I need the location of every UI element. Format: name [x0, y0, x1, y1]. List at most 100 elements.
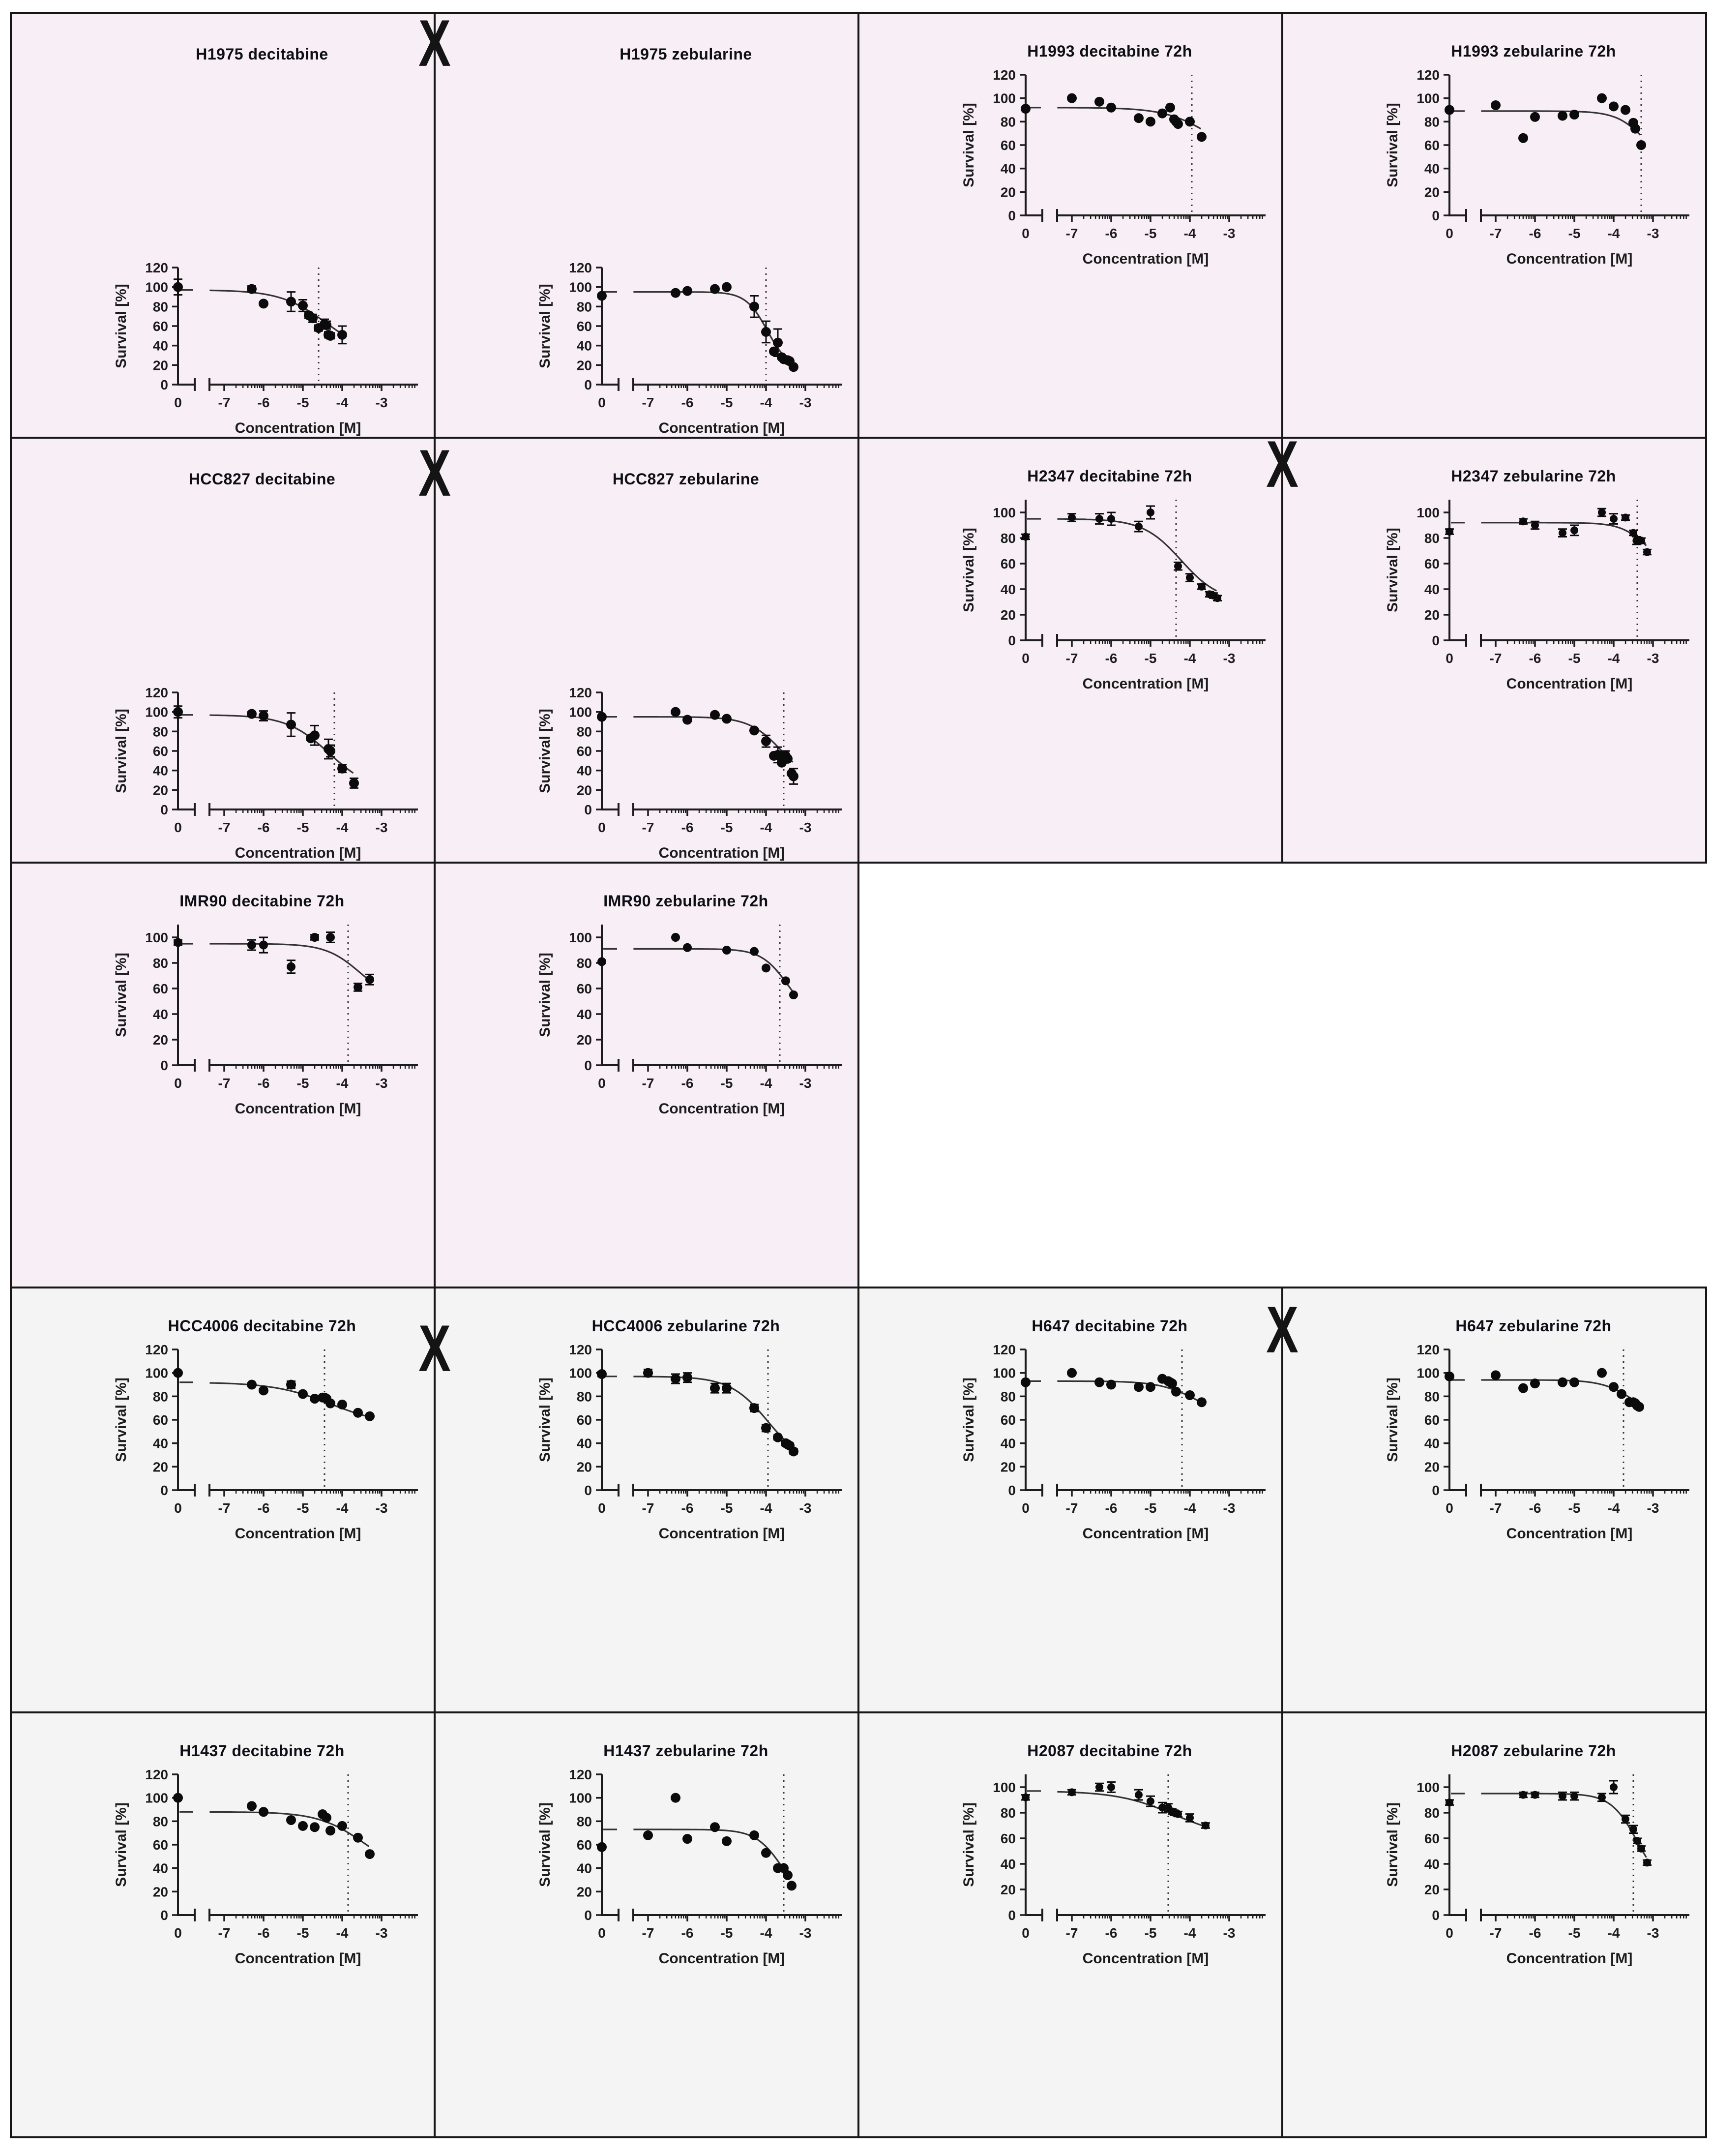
data-point — [259, 940, 268, 950]
data-point — [671, 1374, 680, 1384]
y-tick-label: 40 — [577, 1436, 592, 1451]
y-tick-label: 40 — [153, 1436, 168, 1451]
x-tick-label: -3 — [1647, 651, 1659, 666]
x-axis-label: Concentration [M] — [1506, 1526, 1633, 1542]
dose-response-chart: 0 20 40 60 80 100 120 0 -7 -6 -5 -4 -3 Concentration … — [113, 1342, 418, 1542]
x-axis-label: Concentration [M] — [1506, 251, 1633, 267]
x-tick-label: -6 — [1105, 226, 1118, 241]
data-point — [247, 1801, 257, 1811]
x-tick-label-control: 0 — [1022, 226, 1030, 241]
y-tick-label: 20 — [577, 1459, 592, 1474]
y-axis-label: Survival [%] — [113, 709, 129, 793]
x-tick-label: -4 — [760, 820, 772, 835]
y-tick-label: 100 — [1417, 91, 1440, 106]
x-axis-label: Concentration [M] — [1083, 1526, 1209, 1542]
data-point — [1558, 1377, 1567, 1387]
x-tick-label: -5 — [297, 1076, 309, 1091]
x-tick-label: -5 — [1145, 1925, 1157, 1941]
data-point — [325, 1826, 335, 1836]
x-tick-label: -7 — [218, 1500, 231, 1516]
data-point — [1106, 1379, 1116, 1390]
x-tick-label: -3 — [1647, 1500, 1659, 1516]
y-tick-label: 80 — [153, 724, 168, 739]
y-tick-label: 0 — [1432, 1908, 1440, 1923]
x-tick-label: -7 — [1490, 1500, 1502, 1516]
y-tick-label: 60 — [153, 319, 168, 334]
x-axis-label: Concentration [M] — [659, 1101, 785, 1117]
data-point — [365, 1411, 375, 1421]
x-tick-label: -6 — [681, 1925, 694, 1941]
y-tick-label: 100 — [569, 705, 592, 720]
y-tick-label: 0 — [1432, 633, 1440, 648]
y-tick-label: 100 — [145, 705, 168, 720]
y-tick-label: 40 — [1001, 161, 1016, 177]
x-tick-label: -5 — [721, 395, 733, 410]
data-point — [749, 1830, 759, 1840]
data-point — [1095, 1783, 1103, 1791]
x-tick-label: -4 — [760, 1925, 772, 1941]
data-point — [1167, 1378, 1177, 1389]
x-tick-label: -5 — [1568, 1925, 1581, 1941]
y-tick-label: 60 — [153, 981, 168, 996]
y-tick-label: 0 — [1008, 1908, 1016, 1923]
data-point — [1094, 1377, 1104, 1387]
y-tick-label: 60 — [1424, 1831, 1440, 1846]
data-point — [310, 1394, 320, 1404]
y-tick-label: 40 — [153, 763, 168, 779]
x-tick-label: -7 — [1066, 1500, 1078, 1516]
data-point — [1570, 526, 1578, 535]
x-tick-label: -7 — [642, 1925, 654, 1941]
x-tick-label: -6 — [681, 395, 694, 410]
x-axis-label: Concentration [M] — [1083, 676, 1209, 692]
y-tick-label: 80 — [577, 299, 592, 314]
data-point — [322, 320, 331, 330]
data-point — [173, 1368, 183, 1378]
data-point — [1491, 100, 1501, 110]
data-point — [1107, 515, 1115, 523]
x-axis-label: Concentration [M] — [235, 1950, 361, 1967]
y-tick-label: 40 — [1424, 161, 1440, 177]
x-tick-label: -4 — [336, 1076, 349, 1091]
x-tick-label: -5 — [721, 820, 733, 835]
x-tick-label: -7 — [642, 1500, 654, 1516]
y-tick-label: 60 — [153, 744, 168, 759]
data-point — [671, 933, 680, 942]
data-point — [1185, 117, 1195, 127]
y-tick-label: 60 — [153, 1412, 168, 1428]
data-point — [1558, 111, 1567, 121]
data-point — [722, 1836, 732, 1846]
x-tick-label-control: 0 — [1022, 1500, 1030, 1516]
data-point — [683, 943, 692, 952]
data-point — [365, 975, 374, 984]
x-tick-label: -6 — [681, 1500, 694, 1516]
x-tick-label: -5 — [1568, 1500, 1581, 1516]
x-tick-label: -5 — [297, 1500, 309, 1516]
x-axis-label: Concentration [M] — [1506, 676, 1633, 692]
data-point — [247, 284, 257, 294]
data-point — [749, 301, 759, 312]
data-point — [1531, 521, 1539, 529]
y-tick-label: 80 — [1424, 531, 1440, 546]
x-tick-label: -5 — [721, 1076, 733, 1091]
data-point — [1186, 1814, 1194, 1822]
y-axis-label: Survival [%] — [1385, 1377, 1401, 1462]
x-tick-label: -7 — [218, 1076, 231, 1091]
chart-panel: H1975 zebularine 0 20 40 60 80 100 120 0 -7 -6 -5 -4… — [434, 12, 859, 439]
y-tick-label: 60 — [1424, 1412, 1440, 1428]
data-point — [783, 1870, 793, 1880]
data-point — [722, 282, 732, 292]
dose-response-chart: 0 20 40 60 80 100 120 0 -7 -6 -5 -4 -3 Concentration … — [961, 1342, 1266, 1542]
y-tick-label: 120 — [1417, 67, 1440, 83]
data-point — [310, 933, 319, 942]
data-point — [1609, 101, 1619, 112]
x-tick-label: -5 — [297, 1925, 309, 1941]
data-point — [1186, 573, 1194, 582]
x-tick-label: -4 — [1184, 1500, 1196, 1516]
data-point — [349, 778, 359, 788]
data-point — [789, 362, 798, 372]
data-point — [1598, 509, 1606, 516]
data-point — [1174, 562, 1182, 570]
data-point — [682, 1834, 692, 1844]
data-point — [710, 284, 720, 294]
y-tick-label: 20 — [577, 358, 592, 373]
